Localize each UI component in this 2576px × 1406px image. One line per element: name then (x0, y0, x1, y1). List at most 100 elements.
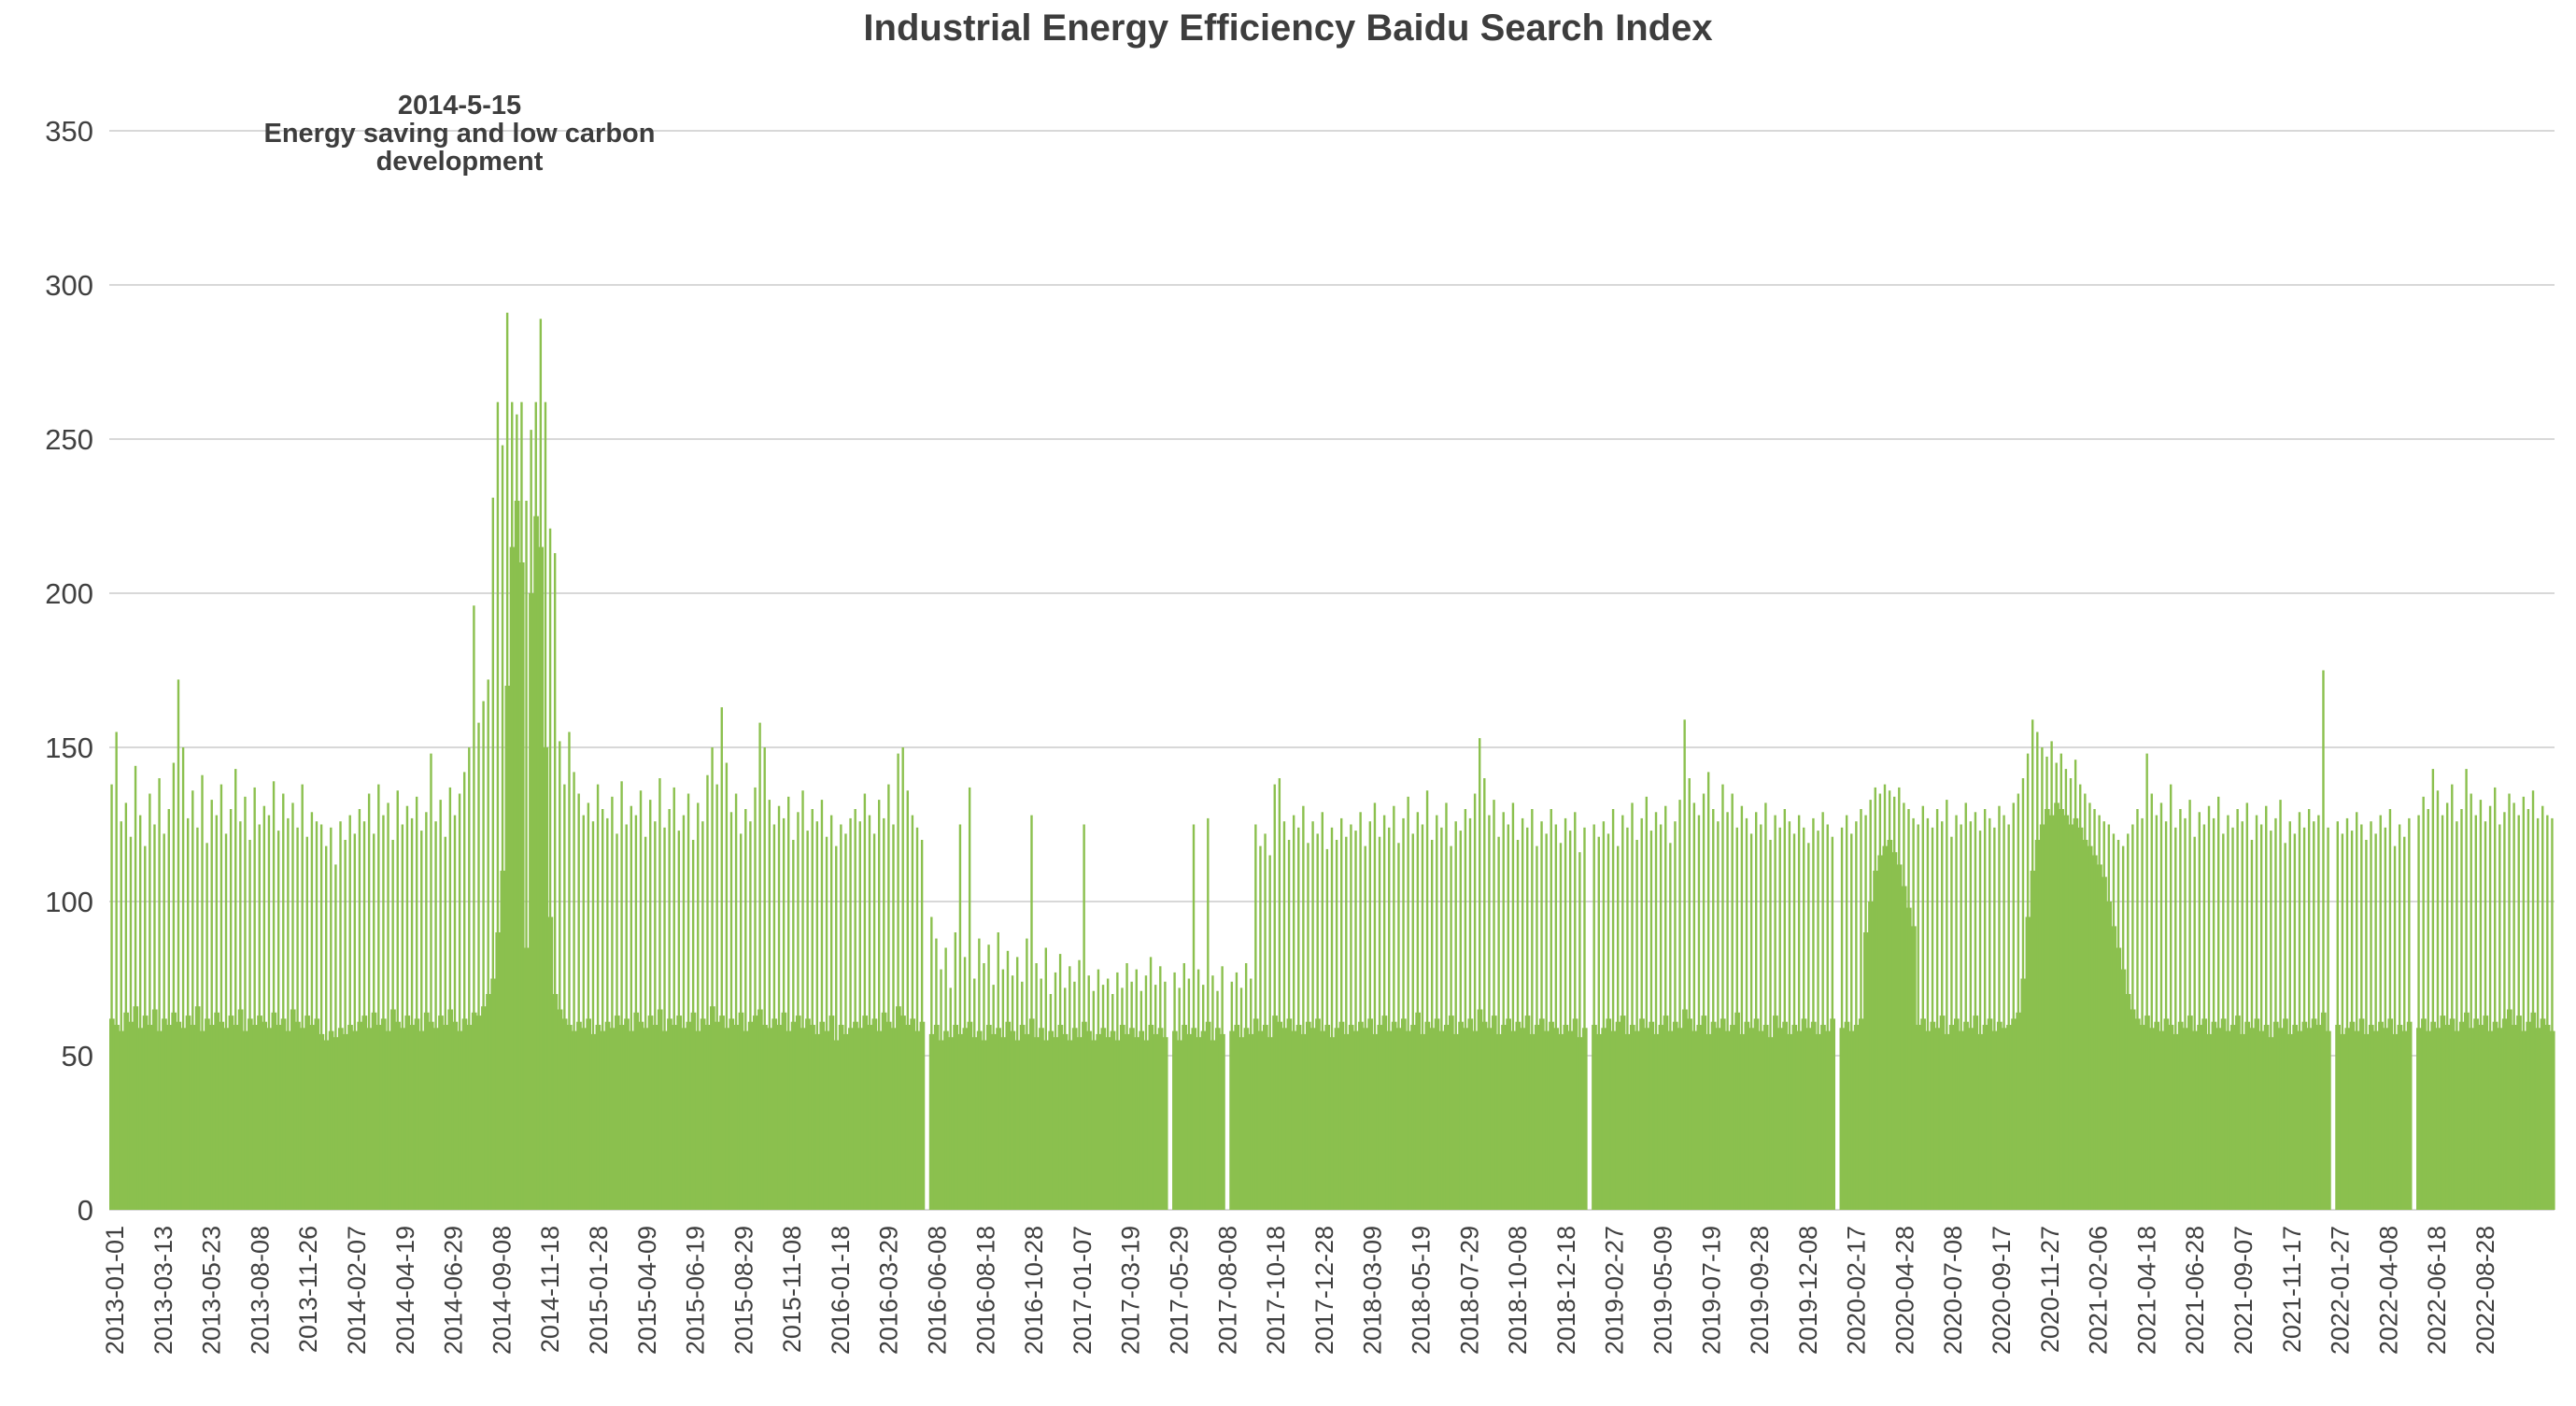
x-tick-label: 2018-10-08 (1504, 1226, 1532, 1355)
bar-day-spike (2207, 805, 2211, 1210)
bar-day-spike (553, 553, 557, 1210)
bar-day-spike (2222, 833, 2225, 1210)
bar-day-spike (1259, 845, 1262, 1210)
bar-day-spike (1239, 987, 1243, 1210)
bar-day-spike (792, 840, 795, 1210)
peak-annotation: 2014-5-15 Energy saving and low carbon d… (179, 92, 740, 176)
bar-day-spike (1726, 812, 1729, 1210)
bar-day-spike (1430, 840, 1434, 1210)
bar-day-spike (319, 824, 323, 1210)
bar-day-spike (1373, 802, 1377, 1210)
bar-day-spike (219, 784, 223, 1210)
x-tick-label: 2022-06-18 (2423, 1226, 2451, 1355)
bar-day-spike (2212, 817, 2215, 1210)
bar-day-spike (1364, 845, 1366, 1210)
bar-day-spike (1149, 957, 1153, 1210)
bar-day-spike (2445, 802, 2449, 1210)
bar-day-spike (373, 833, 375, 1210)
bar-day-spike (1116, 972, 1119, 1210)
bar-day-spike (1974, 812, 1977, 1210)
bar-day-spike (573, 772, 575, 1210)
x-tick-label: 2018-03-09 (1359, 1226, 1387, 1355)
bar-day-spike (782, 817, 786, 1210)
bar-day-spike (1983, 809, 1987, 1210)
bar-day-spike (401, 824, 404, 1210)
bar-day-spike (2470, 793, 2472, 1210)
bar-day-spike (1574, 812, 1577, 1210)
bar-day-spike (682, 815, 686, 1210)
bar-day-spike (1483, 778, 1486, 1210)
x-tick-label: 2022-01-27 (2327, 1226, 2355, 1355)
bar-day-spike (1545, 833, 1548, 1210)
bar-day-spike (2045, 756, 2048, 1210)
bar-day-spike (1359, 812, 1362, 1210)
bar-day-spike (915, 827, 919, 1210)
bar-day-spike (1688, 778, 1691, 1210)
x-tick-label: 2019-02-27 (1601, 1226, 1629, 1355)
bar-day-spike (382, 815, 385, 1210)
bar-day-spike (1540, 821, 1543, 1210)
bar-day-spike (2259, 824, 2263, 1210)
bar-day-spike (611, 796, 614, 1210)
bar-day-spike (2512, 802, 2515, 1210)
bar-day-spike (1564, 817, 1567, 1210)
bar-day-spike (591, 821, 595, 1210)
x-tick-label: 2017-12-28 (1310, 1226, 1338, 1355)
bar-day-spike (616, 833, 618, 1210)
bar-day-spike (1717, 821, 1720, 1210)
bar-day-spike (1831, 836, 1834, 1210)
bar-day-spike (1712, 809, 1715, 1210)
bar-day-spike (744, 809, 747, 1210)
bar-day-spike (1493, 800, 1495, 1210)
bar-day-spike (2494, 787, 2497, 1210)
bar-day-spike (949, 987, 952, 1210)
bar-day-spike (1345, 836, 1348, 1210)
bar-day-spike (1903, 802, 1905, 1210)
x-axis-labels: 2013-01-01 2013-03-13 2013-05-23 2013-08-08… (101, 1226, 2499, 1355)
bar-day-spike (935, 938, 938, 1210)
bar-day-spike (2541, 805, 2544, 1210)
bar-day-spike (920, 840, 924, 1210)
bar-day-spike (2150, 793, 2153, 1210)
bar-day-spike (2059, 753, 2063, 1210)
bar-day-spike (606, 817, 609, 1210)
bar-day-spike (1640, 817, 1643, 1210)
bar-day-spike (2003, 815, 2005, 1210)
x-tick-label: 2021-02-06 (2085, 1226, 2113, 1355)
bar-day-spike (511, 402, 514, 1210)
bar-day-spike (487, 679, 489, 1210)
bar-day-spike (1302, 805, 1305, 1210)
bar-day-spike (2188, 800, 2191, 1210)
bar-day-spike (110, 784, 113, 1210)
bar-day-spike (2107, 824, 2111, 1210)
x-tick-label: 2022-08-28 (2471, 1226, 2499, 1355)
bar-day-spike (1583, 827, 1586, 1210)
bar-day-spike (820, 800, 824, 1210)
bar-day-spike (2322, 670, 2325, 1210)
bar-day-spike (2284, 843, 2286, 1210)
bar-day-spike (2250, 840, 2254, 1210)
bar-day-spike (2179, 809, 2182, 1210)
bar-day-spike (2360, 824, 2363, 1210)
bar-day-spike (1702, 793, 1706, 1210)
bar-day-spike (1473, 793, 1477, 1210)
y-tick-label: 100 (45, 886, 93, 918)
bar-day-spike (701, 821, 704, 1210)
bar-day-spike (1030, 815, 1033, 1210)
bar-day-spike (2345, 817, 2349, 1210)
bar-day-spike (1278, 778, 1281, 1210)
bar-day-spike (1354, 831, 1357, 1210)
bar-day-spike (1192, 824, 1196, 1210)
bar-day-spike (1164, 981, 1167, 1210)
bar-day-spike (639, 790, 643, 1210)
bar-day-spike (2227, 815, 2229, 1210)
x-tick-label: 2019-09-28 (1746, 1226, 1774, 1355)
bar-day-spike (1425, 790, 1429, 1210)
bar-day-spike (897, 753, 899, 1210)
bar-day-spike (668, 809, 671, 1210)
bar-day-spike (415, 796, 418, 1210)
bar-day-spike (1669, 843, 1672, 1210)
bar-day-spike (153, 824, 156, 1210)
bar-day-spike (1850, 833, 1853, 1210)
bar-day-spike (672, 787, 675, 1210)
